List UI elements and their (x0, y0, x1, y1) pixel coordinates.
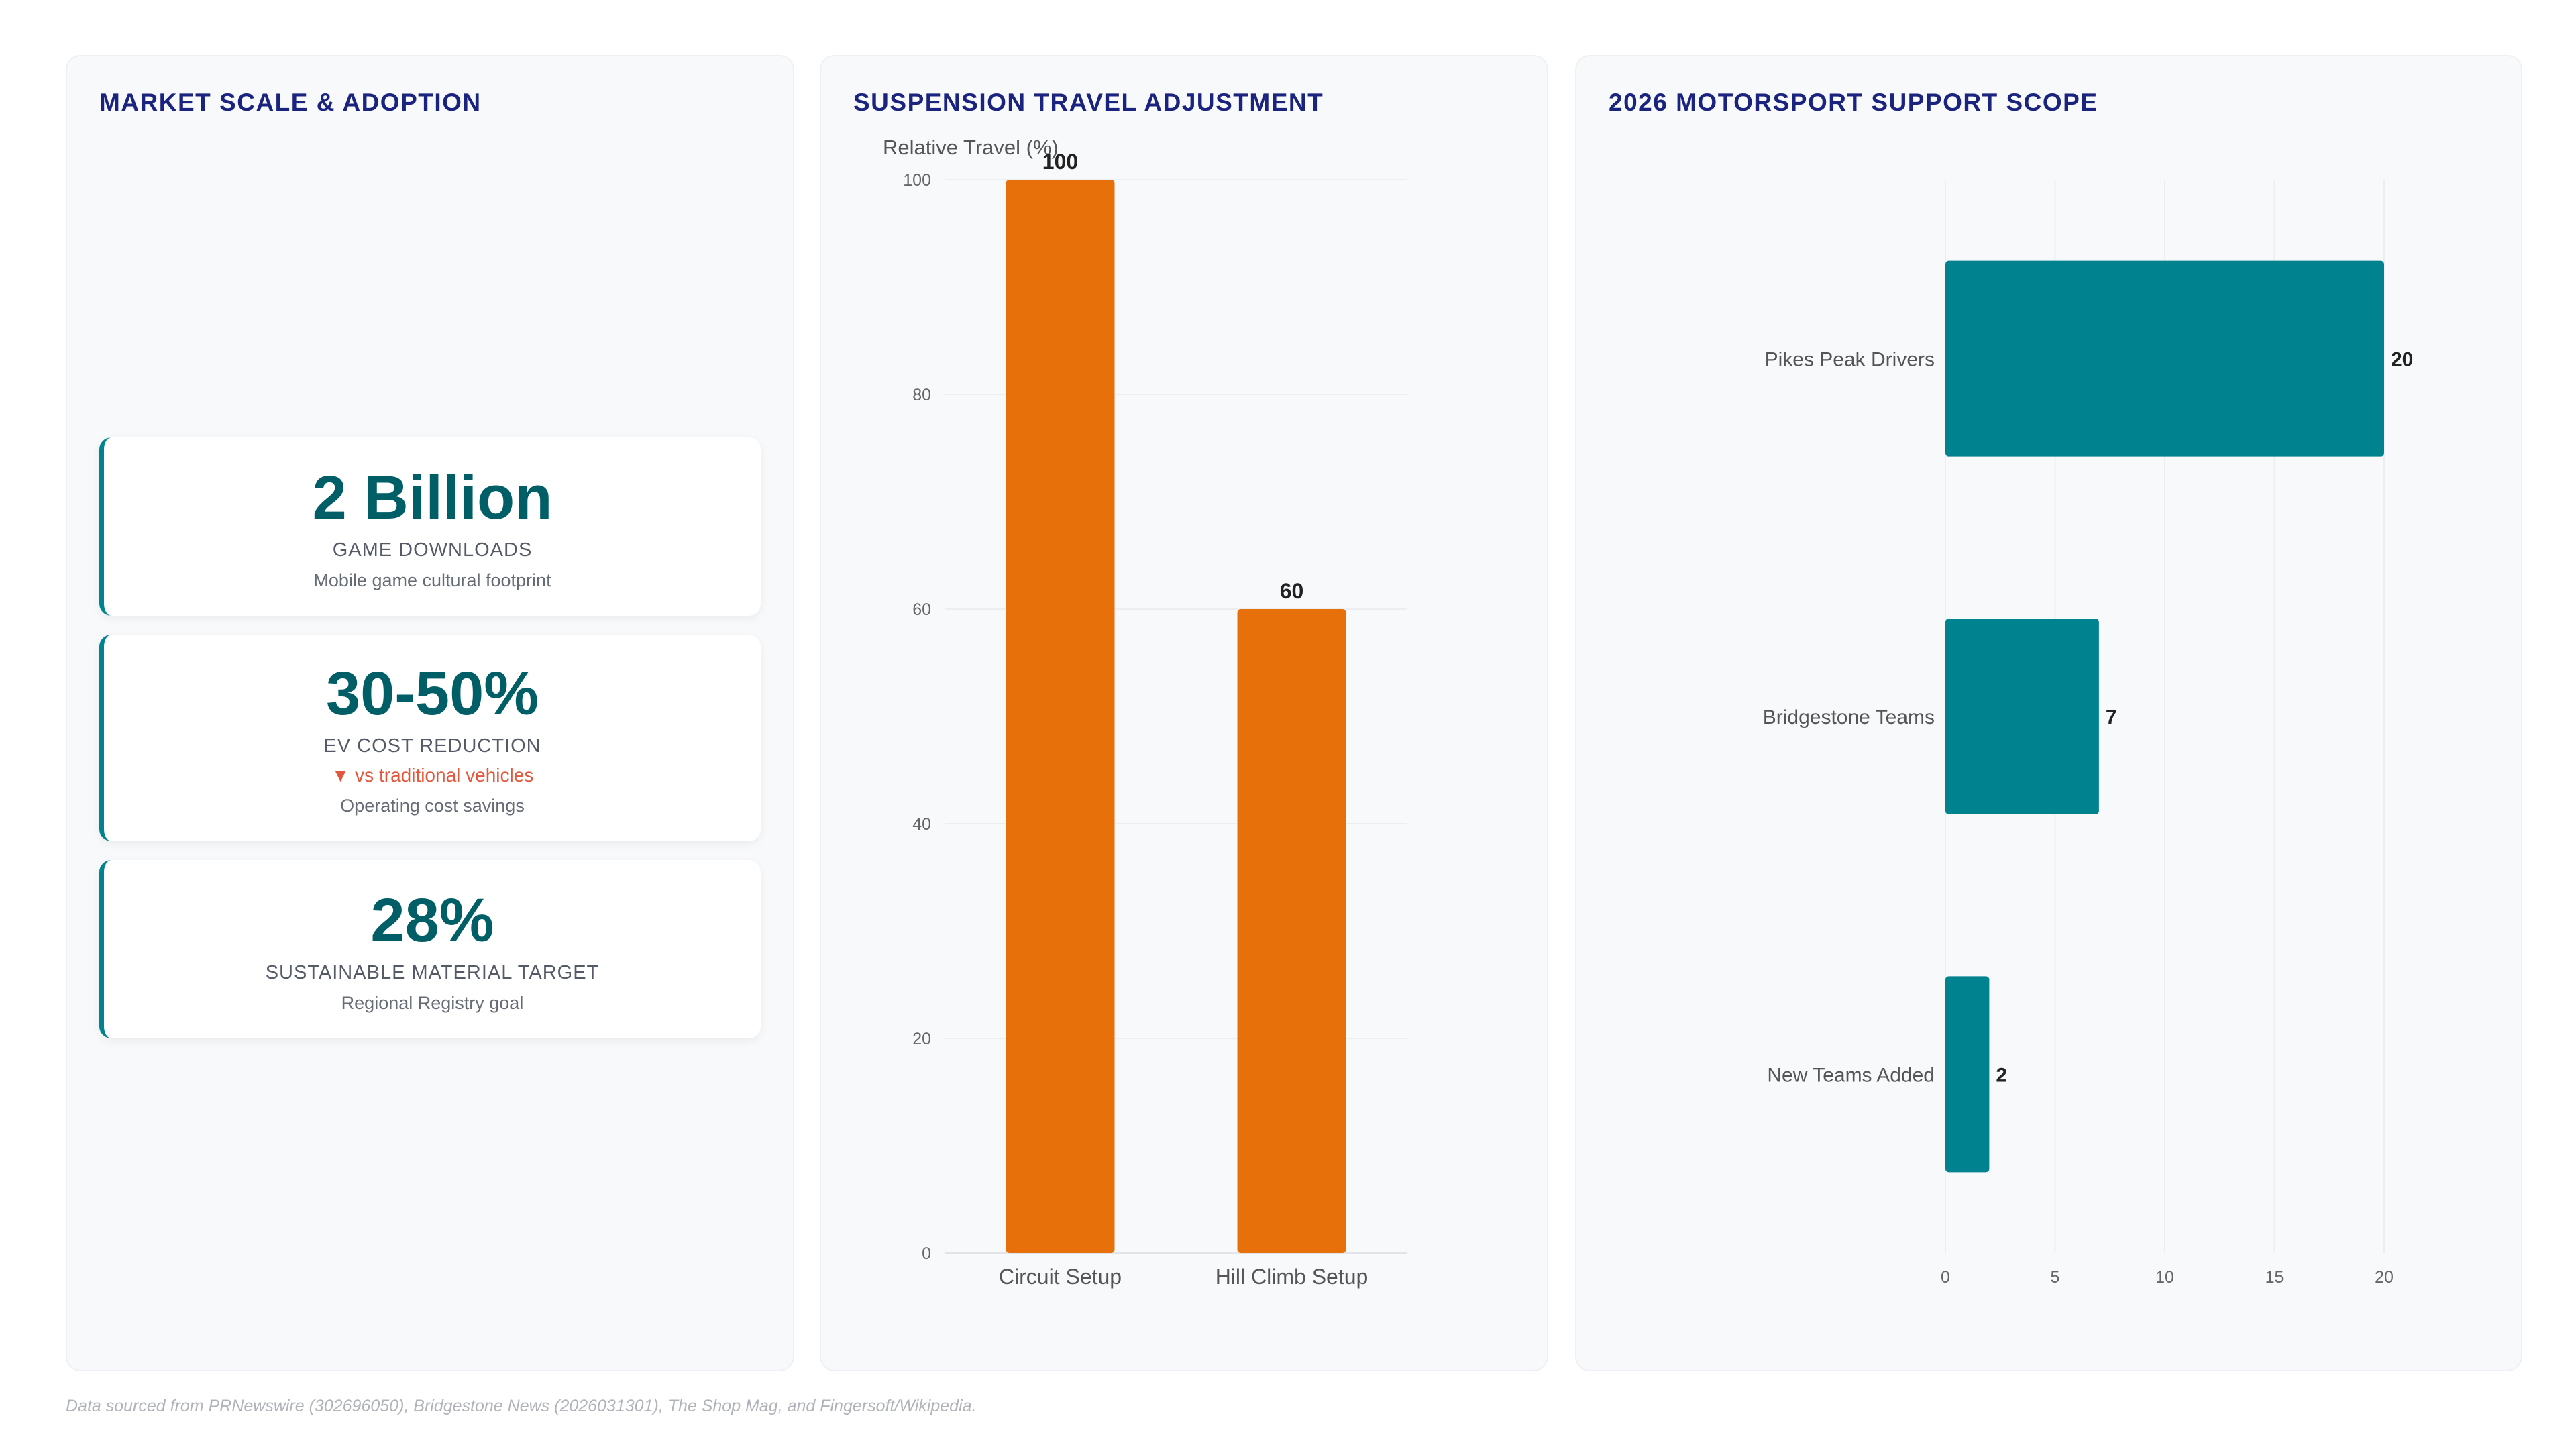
y-tick-label: 40 (912, 815, 931, 834)
kpi-value: 30-50% (325, 659, 539, 728)
x-tick-label: Hill Climb Setup (1216, 1265, 1368, 1289)
bar (1945, 260, 2384, 457)
y-axis-label: Relative Travel (%) (883, 136, 1059, 159)
x-tick-label: 15 (2265, 1268, 2284, 1287)
y-tick-label: 100 (903, 171, 931, 190)
kpi-card-material: 28% SUSTAINABLE MATERIAL TARGET Regional… (99, 860, 761, 1038)
y-tick-label: 60 (912, 600, 931, 619)
kpi-value: 28% (370, 886, 494, 955)
bar (1237, 609, 1346, 1253)
y-tick-label: Pikes Peak Drivers (1765, 349, 1935, 371)
kpi-card-downloads: 2 Billion GAME DOWNLOADS Mobile game cul… (99, 437, 761, 616)
scope-chart-title: 2026 MOTORSPORT SUPPORT SCOPE (1609, 89, 2098, 116)
kpi-subtext: Regional Registry goal (341, 993, 524, 1013)
y-tick-label: 80 (912, 386, 931, 405)
y-tick-label: New Teams Added (1767, 1064, 1935, 1086)
bar-value-label: 100 (1042, 150, 1078, 174)
bar-value-label: 7 (2106, 706, 2117, 729)
y-tick-label: 20 (912, 1030, 931, 1049)
kpi-delta: ▼ vs traditional vehicles (331, 765, 534, 786)
suspension-chart-title: SUSPENSION TRAVEL ADJUSTMENT (853, 89, 1324, 116)
kpi-subtext: Operating cost savings (340, 796, 525, 816)
y-tick-label: 0 (922, 1244, 931, 1263)
bar-value-label: 2 (1996, 1064, 2007, 1086)
x-tick-label: 0 (1941, 1268, 1950, 1287)
bar-value-label: 20 (2391, 349, 2413, 371)
scope-chart: 0 5 10 15 20 20 Pikes Peak Drivers 7 Bridgestone… (1763, 180, 2413, 1287)
kpi-panel: MARKET SCALE & ADOPTION 2 Billion GAME D… (66, 55, 794, 1371)
kpi-label: SUSTAINABLE MATERIAL TARGET (265, 962, 600, 983)
bar (1945, 976, 1990, 1173)
kpi-panel-title: MARKET SCALE & ADOPTION (99, 89, 482, 116)
scope-panel: 2026 MOTORSPORT SUPPORT SCOPE 0 5 10 15 20 20… (1575, 55, 2522, 1371)
bar-value-label: 60 (1280, 579, 1304, 603)
x-tick-label: 20 (2375, 1268, 2394, 1287)
suspension-panel: SUSPENSION TRAVEL ADJUSTMENT 0 20 40 60 80 10… (820, 55, 1548, 1371)
data-source-footnote: Data sourced from PRNewswire (302696050)… (66, 1397, 977, 1415)
kpi-value: 2 Billion (312, 464, 553, 532)
bar (1006, 180, 1115, 1253)
bar (1945, 619, 2099, 814)
kpi-subtext: Mobile game cultural footprint (313, 570, 551, 590)
y-tick-label: Bridgestone Teams (1763, 706, 1935, 729)
kpi-card-ev-cost: 30-50% EV COST REDUCTION ▼ vs traditiona… (99, 635, 761, 841)
x-tick-label: Circuit Setup (999, 1265, 1122, 1289)
kpi-label: GAME DOWNLOADS (332, 539, 533, 561)
x-tick-label: 5 (2051, 1268, 2060, 1287)
kpi-label: EV COST REDUCTION (323, 735, 541, 757)
x-tick-label: 10 (2155, 1268, 2174, 1287)
